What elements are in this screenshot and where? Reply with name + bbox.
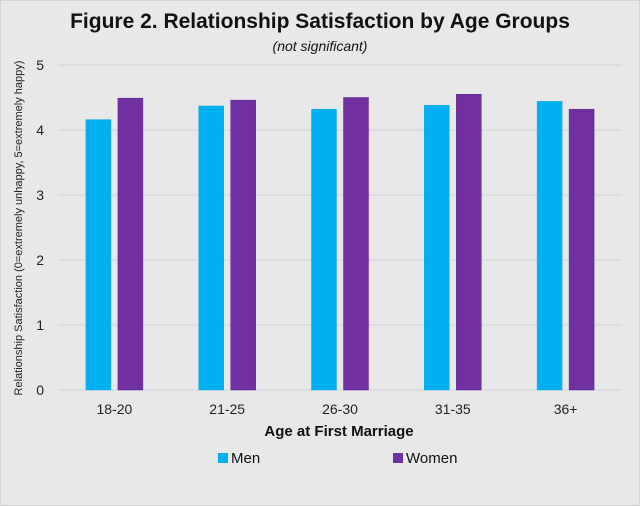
bar-women-26-30 bbox=[343, 97, 369, 391]
bar-men-31-35 bbox=[424, 105, 450, 391]
bar-men-36+ bbox=[536, 101, 563, 391]
x-tick-labels: 18-20 21-25 26-30 31-35 36+ bbox=[96, 401, 577, 417]
bar-men-26-30 bbox=[311, 108, 337, 391]
bar-women-21-25 bbox=[230, 99, 256, 391]
gridlines bbox=[58, 64, 622, 391]
y-tick-label: 2 bbox=[36, 252, 44, 268]
bar-women-18-20 bbox=[117, 97, 144, 391]
y-tick-label: 4 bbox=[36, 122, 44, 138]
x-tick-label: 31-35 bbox=[435, 401, 471, 417]
bar-men-21-25 bbox=[198, 105, 224, 391]
legend-label-women: Women bbox=[406, 450, 457, 467]
x-axis-label: Age at First Marriage bbox=[264, 423, 413, 440]
y-tick-label: 0 bbox=[36, 382, 44, 398]
legend-swatch-men bbox=[218, 453, 228, 463]
chart-subtitle: (not significant) bbox=[272, 38, 368, 54]
y-tick-label: 3 bbox=[36, 187, 44, 203]
bar-men-18-20 bbox=[85, 119, 112, 391]
y-tick-labels: 0 1 2 3 4 5 bbox=[36, 57, 44, 398]
bar-women-36+ bbox=[568, 108, 595, 391]
legend-swatch-women bbox=[393, 453, 403, 463]
x-tick-label: 36+ bbox=[554, 401, 578, 417]
y-tick-label: 1 bbox=[36, 317, 44, 333]
chart-title: Figure 2. Relationship Satisfaction by A… bbox=[70, 10, 570, 33]
bars bbox=[85, 94, 595, 391]
y-tick-label: 5 bbox=[36, 57, 44, 73]
legend: Men Women bbox=[218, 450, 457, 467]
x-tick-label: 18-20 bbox=[96, 401, 132, 417]
y-axis-label: Relationship Satisfaction (0=extremely u… bbox=[13, 61, 25, 396]
x-tick-label: 26-30 bbox=[322, 401, 358, 417]
x-tick-label: 21-25 bbox=[209, 401, 245, 417]
legend-label-men: Men bbox=[231, 450, 260, 467]
bar-women-31-35 bbox=[456, 94, 482, 391]
